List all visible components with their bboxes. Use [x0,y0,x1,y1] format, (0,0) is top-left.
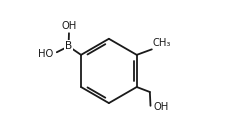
Text: HO: HO [38,49,53,59]
Text: CH₃: CH₃ [152,38,171,48]
Text: B: B [65,41,72,51]
Text: OH: OH [153,102,169,112]
Text: OH: OH [61,21,77,31]
